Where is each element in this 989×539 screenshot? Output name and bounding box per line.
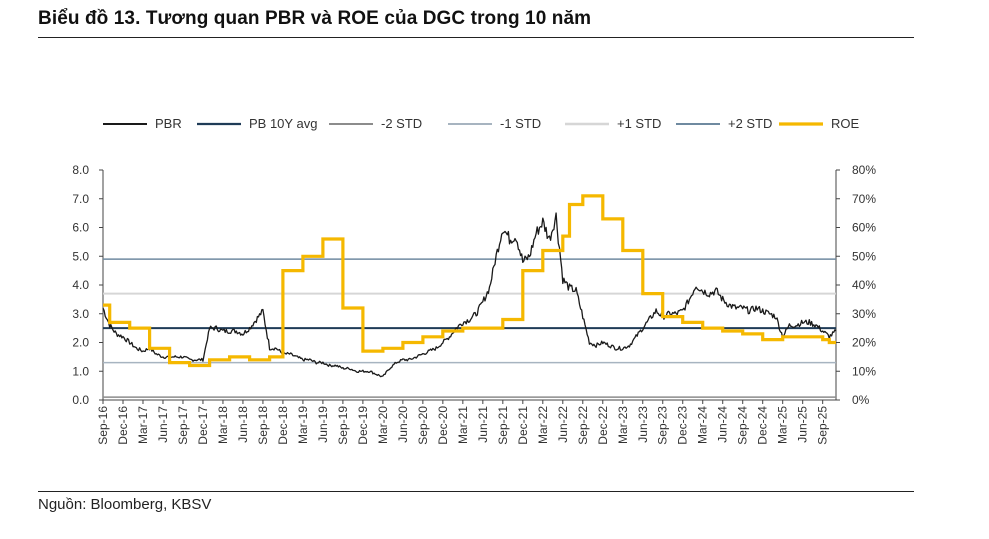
legend-item: +1 STD [565, 116, 661, 131]
chart: 0.0 1.0 2.0 3.0 4.0 5.0 6.0 7.0 8.0 0% 10% 20% 30% 40… [72, 116, 876, 445]
x-tick-label: Jun-18 [236, 406, 250, 443]
chart-legend: PBR PB 10Y avg -2 STD -1 STD +1 STD +2 STD ROE [103, 116, 860, 131]
right-tick-label: 20% [852, 336, 876, 350]
x-tick-label: Sep-23 [656, 406, 670, 445]
x-tick-label: Dec-24 [756, 406, 770, 445]
legend-label: ROE [831, 116, 860, 131]
x-tick-label: Jun-24 [716, 406, 730, 443]
legend-item: PB 10Y avg [197, 116, 317, 131]
x-tick-label: Jun-17 [156, 406, 170, 443]
x-tick-label: Jun-19 [316, 406, 330, 443]
source-note: Nguồn: Bloomberg, KBSV [38, 496, 212, 513]
left-tick-label: 4.0 [72, 278, 89, 292]
x-tick-label: Dec-18 [276, 406, 290, 445]
legend-item: +2 STD [676, 116, 772, 131]
x-tick-label: Jun-25 [796, 406, 810, 443]
x-tick-label: Sep-25 [816, 406, 830, 445]
x-tick-label: Jun-23 [636, 406, 650, 443]
chart-title: Biểu đồ 13. Tương quan PBR và ROE của DG… [38, 8, 592, 29]
x-tick-label: Jun-21 [476, 406, 490, 443]
x-tick-label: Sep-22 [576, 406, 590, 445]
legend-label: PBR [155, 116, 182, 131]
left-tick-label: 2.0 [72, 336, 89, 350]
x-tick-label: Mar-24 [696, 406, 710, 444]
x-tick-label: Dec-20 [436, 406, 450, 445]
right-tick-label: 70% [852, 192, 876, 206]
left-tick-label: 1.0 [72, 364, 89, 378]
x-tick-label: Mar-18 [216, 406, 230, 444]
left-tick-label: 0.0 [72, 393, 89, 407]
right-tick-label: 60% [852, 221, 876, 235]
chart-axes: 0.0 1.0 2.0 3.0 4.0 5.0 6.0 7.0 8.0 0% 10% 20% 30% 40… [72, 163, 876, 445]
right-tick-label: 30% [852, 307, 876, 321]
x-tick-label: Sep-21 [496, 406, 510, 445]
x-tick-label: Sep-24 [736, 406, 750, 445]
left-tick-label: 5.0 [72, 249, 89, 263]
x-tick-label: Sep-20 [416, 406, 430, 445]
x-tick-label: Mar-19 [296, 406, 310, 444]
x-tick-label: Dec-22 [596, 406, 610, 445]
legend-item: -2 STD [329, 116, 422, 131]
x-tick-label: Sep-16 [96, 406, 110, 445]
x-tick-label: Jun-22 [556, 406, 570, 443]
right-tick-label: 40% [852, 278, 876, 292]
x-tick-label: Dec-17 [196, 406, 210, 445]
right-tick-label: 80% [852, 163, 876, 177]
legend-item: ROE [779, 116, 860, 131]
pbr-line [102, 212, 837, 378]
x-tick-label: Dec-16 [116, 406, 130, 445]
x-tick-label: Mar-22 [536, 406, 550, 444]
x-tick-label: Mar-25 [776, 406, 790, 444]
x-tick-label: Mar-20 [376, 406, 390, 444]
title-rule [38, 37, 914, 38]
x-tick-label: Dec-21 [516, 406, 530, 445]
x-tick-label: Sep-19 [336, 406, 350, 445]
left-tick-label: 7.0 [72, 192, 89, 206]
right-tick-label: 10% [852, 364, 876, 378]
x-tick-label: Mar-23 [616, 406, 630, 444]
legend-label: +1 STD [617, 116, 661, 131]
x-tick-label: Dec-19 [356, 406, 370, 445]
legend-label: +2 STD [728, 116, 772, 131]
x-tick-label: Sep-18 [256, 406, 270, 445]
x-tick-label: Mar-17 [136, 406, 150, 444]
chart-series [102, 194, 837, 398]
legend-label: -2 STD [381, 116, 422, 131]
footer-rule [38, 491, 914, 492]
x-tick-label: Jun-20 [396, 406, 410, 443]
left-tick-label: 3.0 [72, 307, 89, 321]
legend-item: -1 STD [448, 116, 541, 131]
right-tick-label: 0% [852, 393, 870, 407]
right-tick-label: 50% [852, 249, 876, 263]
legend-label: PB 10Y avg [249, 116, 317, 131]
left-tick-label: 8.0 [72, 163, 89, 177]
legend-item: PBR [103, 116, 182, 131]
legend-label: -1 STD [500, 116, 541, 131]
x-tick-label: Dec-23 [676, 406, 690, 445]
roe-line [103, 194, 836, 368]
x-tick-label: Mar-21 [456, 406, 470, 444]
left-tick-label: 6.0 [72, 221, 89, 235]
x-tick-label: Sep-17 [176, 406, 190, 445]
